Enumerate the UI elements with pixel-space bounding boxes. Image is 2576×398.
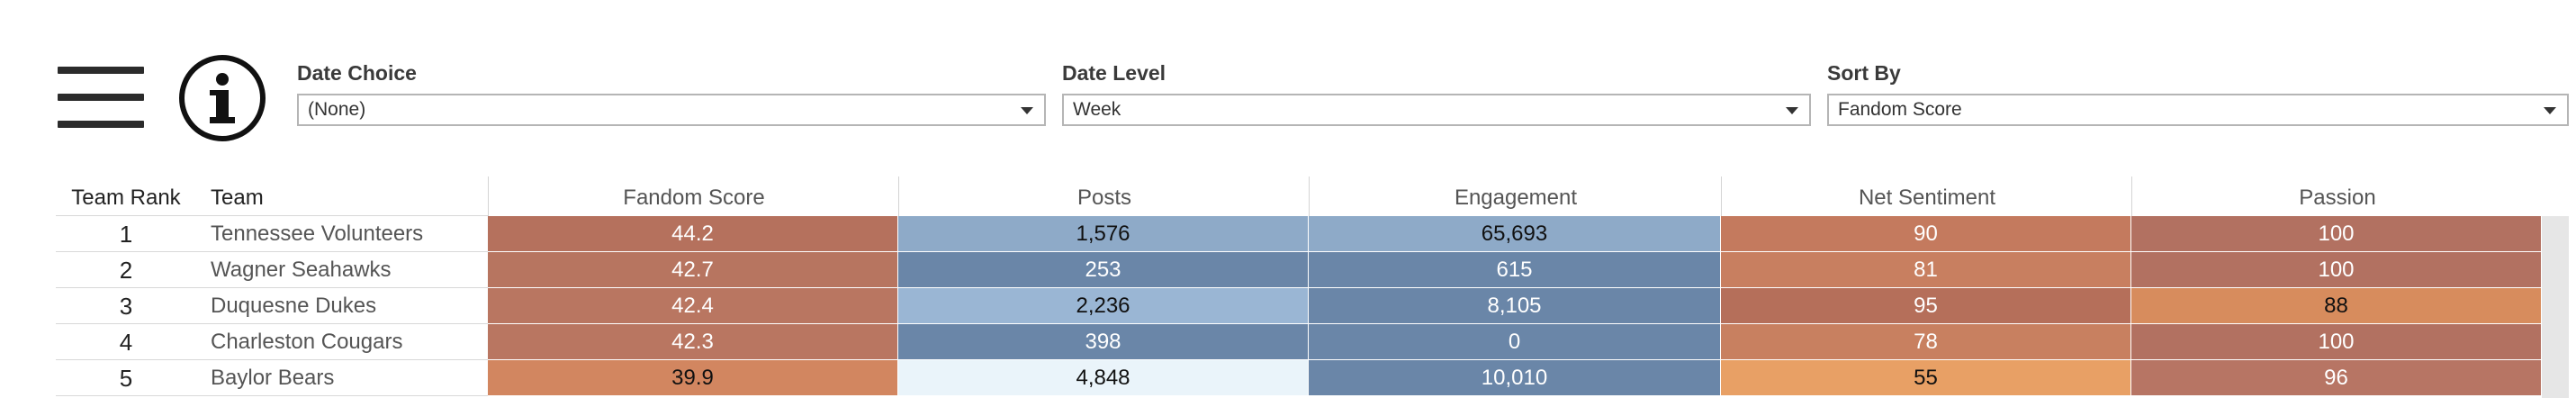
team-rank-cell[interactable]: 2 <box>119 257 133 284</box>
passion-cell[interactable]: 100 <box>2131 252 2542 288</box>
date-level-label: Date Level <box>1062 61 1166 85</box>
net-sentiment-cell[interactable]: 78 <box>1721 324 2131 360</box>
engagement-cell[interactable]: 10,010 <box>1309 360 1721 396</box>
date-choice-value: (None) <box>308 99 366 120</box>
info-icon[interactable] <box>176 52 268 144</box>
fandom-score-cell[interactable]: 44.2 <box>488 216 898 252</box>
date-choice-label: Date Choice <box>297 61 417 85</box>
net-sentiment-cell[interactable]: 55 <box>1721 360 2131 396</box>
passion-cell[interactable]: 96 <box>2131 360 2542 396</box>
net-sentiment-cell[interactable]: 81 <box>1721 252 2131 288</box>
team-rank-cell[interactable]: 4 <box>119 329 133 356</box>
vertical-scrollbar[interactable] <box>2542 216 2569 398</box>
row-divider <box>56 323 488 324</box>
row-divider <box>56 287 488 288</box>
posts-cell[interactable]: 253 <box>898 252 1309 288</box>
date-level-filter: Date Level Week <box>1062 59 1811 126</box>
row-divider <box>56 359 488 360</box>
posts-cell[interactable]: 4,848 <box>898 360 1309 396</box>
posts-cell[interactable]: 1,576 <box>898 216 1309 252</box>
date-level-value: Week <box>1073 99 1121 120</box>
fandom-score-cell[interactable]: 42.7 <box>488 252 898 288</box>
header-net-sentiment[interactable]: Net Sentiment <box>1721 176 2132 216</box>
row-divider <box>56 251 488 252</box>
passion-cell[interactable]: 100 <box>2131 216 2542 252</box>
team-name-cell[interactable]: Tennessee Volunteers <box>211 222 424 246</box>
header-team-rank[interactable]: Team Rank <box>71 185 181 210</box>
date-level-dropdown[interactable]: Week <box>1062 94 1811 126</box>
header-posts[interactable]: Posts <box>898 176 1310 216</box>
sort-by-filter: Sort By Fandom Score <box>1827 59 2569 126</box>
row-divider <box>56 395 488 396</box>
posts-cell[interactable]: 398 <box>898 324 1309 360</box>
engagement-cell[interactable]: 65,693 <box>1309 216 1721 252</box>
team-rank-cell[interactable]: 5 <box>119 365 133 392</box>
team-name-cell[interactable]: Charleston Cougars <box>211 330 403 354</box>
passion-cell[interactable]: 88 <box>2131 288 2542 324</box>
header-fandom-score[interactable]: Fandom Score <box>488 176 899 216</box>
fandom-score-cell[interactable]: 42.4 <box>488 288 898 324</box>
sort-by-label: Sort By <box>1827 61 1901 85</box>
engagement-cell[interactable]: 0 <box>1309 324 1721 360</box>
chevron-down-icon <box>1021 107 1033 114</box>
sort-by-dropdown[interactable]: Fandom Score <box>1827 94 2569 126</box>
team-name-cell[interactable]: Baylor Bears <box>211 366 335 390</box>
engagement-cell[interactable]: 8,105 <box>1309 288 1721 324</box>
header-team[interactable]: Team <box>211 185 264 210</box>
passion-cell[interactable]: 100 <box>2131 324 2542 360</box>
team-name-cell[interactable]: Wagner Seahawks <box>211 258 392 282</box>
net-sentiment-cell[interactable]: 95 <box>1721 288 2131 324</box>
fandom-score-cell[interactable]: 42.3 <box>488 324 898 360</box>
fandom-score-cell[interactable]: 39.9 <box>488 360 898 396</box>
posts-cell[interactable]: 2,236 <box>898 288 1309 324</box>
header-engagement[interactable]: Engagement <box>1309 176 1722 216</box>
chevron-down-icon <box>2544 107 2556 114</box>
header-passion[interactable]: Passion <box>2131 176 2543 216</box>
date-choice-filter: Date Choice (None) <box>297 59 1046 126</box>
chevron-down-icon <box>1786 107 1798 114</box>
date-choice-dropdown[interactable]: (None) <box>297 94 1046 126</box>
header-divider <box>56 215 488 216</box>
sort-by-value: Fandom Score <box>1838 99 1962 120</box>
team-name-cell[interactable]: Duquesne Dukes <box>211 294 377 318</box>
team-rank-cell[interactable]: 1 <box>119 221 133 248</box>
net-sentiment-cell[interactable]: 90 <box>1721 216 2131 252</box>
engagement-cell[interactable]: 615 <box>1309 252 1721 288</box>
team-rank-cell[interactable]: 3 <box>119 293 133 320</box>
hamburger-menu-icon[interactable] <box>58 67 144 128</box>
